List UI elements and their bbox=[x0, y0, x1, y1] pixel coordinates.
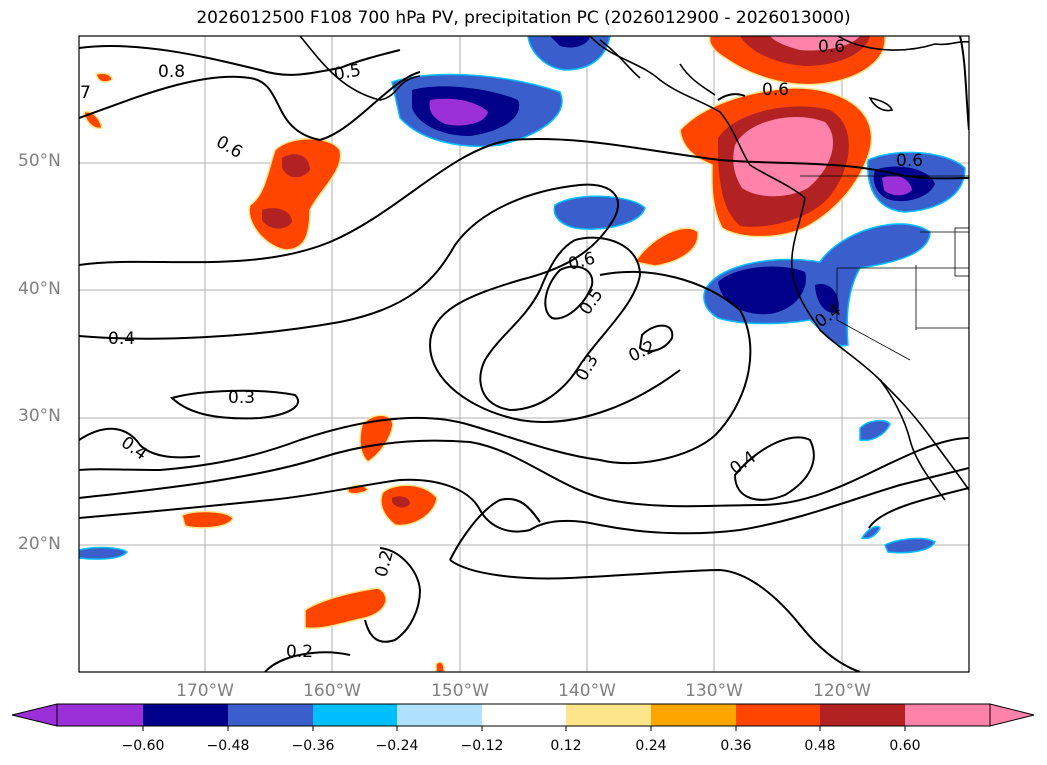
lon-label: 140°W bbox=[558, 681, 616, 701]
lat-label: 40°N bbox=[18, 279, 61, 299]
map-plot-area: 0.8 0.5 7 0.6 0.6 0.6 0.6 0.6 0.5 0.2 0.… bbox=[79, 36, 969, 672]
colorbar bbox=[11, 703, 1035, 731]
lon-label: 130°W bbox=[685, 681, 743, 701]
lat-label: 30°N bbox=[18, 406, 61, 426]
contour-label: 0.3 bbox=[228, 388, 255, 408]
contour-label: 0.5 bbox=[332, 61, 362, 85]
coastlines bbox=[299, 36, 969, 501]
colorbar-tick-label: 0.12 bbox=[550, 738, 582, 754]
contour-label: 0.4 bbox=[108, 329, 135, 349]
contour-label: 0.6 bbox=[762, 80, 789, 100]
negative-precip-areas bbox=[79, 36, 966, 560]
colorbar-tick-label: 0.24 bbox=[635, 738, 667, 754]
map-title: 2026012500 F108 700 hPa PV, precipitatio… bbox=[196, 8, 851, 28]
contour-label: 0.8 bbox=[158, 62, 185, 82]
contour-label: 0.6 bbox=[896, 151, 923, 171]
lon-label: 120°W bbox=[813, 681, 871, 701]
colorbar-tick-label: −0.60 bbox=[121, 738, 165, 754]
map-frame bbox=[78, 35, 970, 673]
lat-label: 20°N bbox=[18, 534, 61, 554]
pv-contours bbox=[79, 36, 969, 672]
contour-label: 0.6 bbox=[818, 37, 845, 57]
lon-label: 150°W bbox=[431, 681, 489, 701]
colorbar-tick-label: 0.36 bbox=[720, 738, 752, 754]
colorbar-tick-label: −0.36 bbox=[291, 738, 335, 754]
contour-label: 0.2 bbox=[286, 642, 313, 662]
colorbar-tick-label: 0.60 bbox=[889, 738, 921, 754]
lon-label: 160°W bbox=[303, 681, 361, 701]
colorbar-tick-label: 0.48 bbox=[804, 738, 836, 754]
contour-label: 7 bbox=[80, 83, 91, 103]
borders bbox=[800, 175, 969, 361]
lat-label: 50°N bbox=[18, 151, 61, 171]
colorbar-tick-label: −0.12 bbox=[460, 738, 504, 754]
colorbar-tick-label: −0.24 bbox=[375, 738, 419, 754]
lon-label: 170°W bbox=[176, 681, 234, 701]
colorbar-tick-label: −0.48 bbox=[206, 738, 250, 754]
